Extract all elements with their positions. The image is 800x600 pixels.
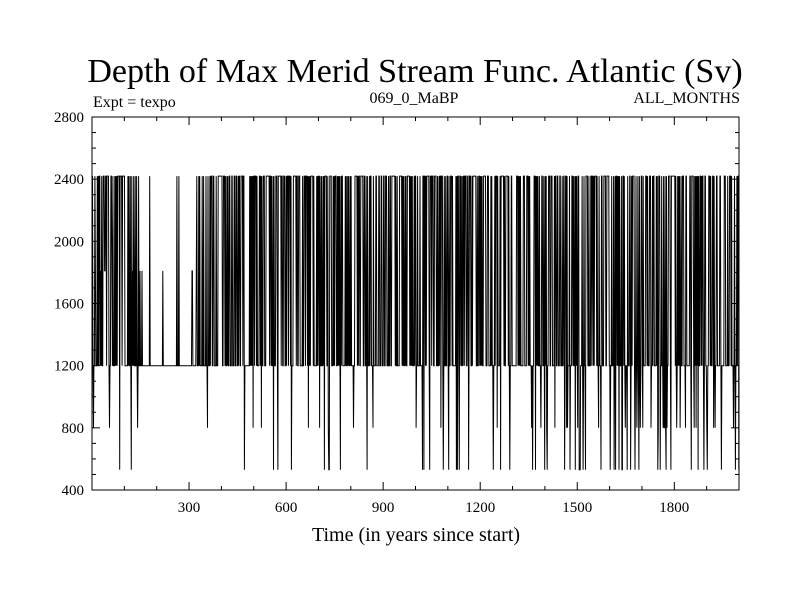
subtitle-right: ALL_MONTHS bbox=[633, 90, 740, 107]
y-tick-label: 2800 bbox=[54, 110, 84, 126]
chart-title: Depth of Max Merid Stream Func. Atlantic… bbox=[87, 53, 742, 90]
y-tick-label: 400 bbox=[62, 483, 85, 499]
x-tick-label: 1200 bbox=[465, 500, 495, 516]
y-tick-label: 2400 bbox=[54, 172, 84, 188]
x-tick-label: 1800 bbox=[659, 500, 689, 516]
y-tick-label: 1600 bbox=[54, 297, 84, 313]
y-tick-label: 2000 bbox=[54, 234, 84, 250]
x-tick-label: 1500 bbox=[562, 500, 592, 516]
y-tick-label: 1200 bbox=[54, 359, 84, 375]
series-layer bbox=[91, 175, 740, 471]
x-tick-label: 600 bbox=[275, 500, 298, 516]
x-tick-label: 900 bbox=[372, 500, 395, 516]
series-line bbox=[91, 175, 740, 471]
subtitle-center: 069_0_MaBP bbox=[370, 90, 459, 107]
x-tick-label: 300 bbox=[178, 500, 201, 516]
axes-layer: 300 600 900 1200 1500 1800 400 800 1200 1600 2000 2… bbox=[54, 110, 740, 516]
subtitle-left: Expt = texpo bbox=[93, 94, 176, 111]
y-tick-label: 800 bbox=[62, 421, 85, 437]
x-axis-label: Time (in years since start) bbox=[312, 524, 520, 546]
